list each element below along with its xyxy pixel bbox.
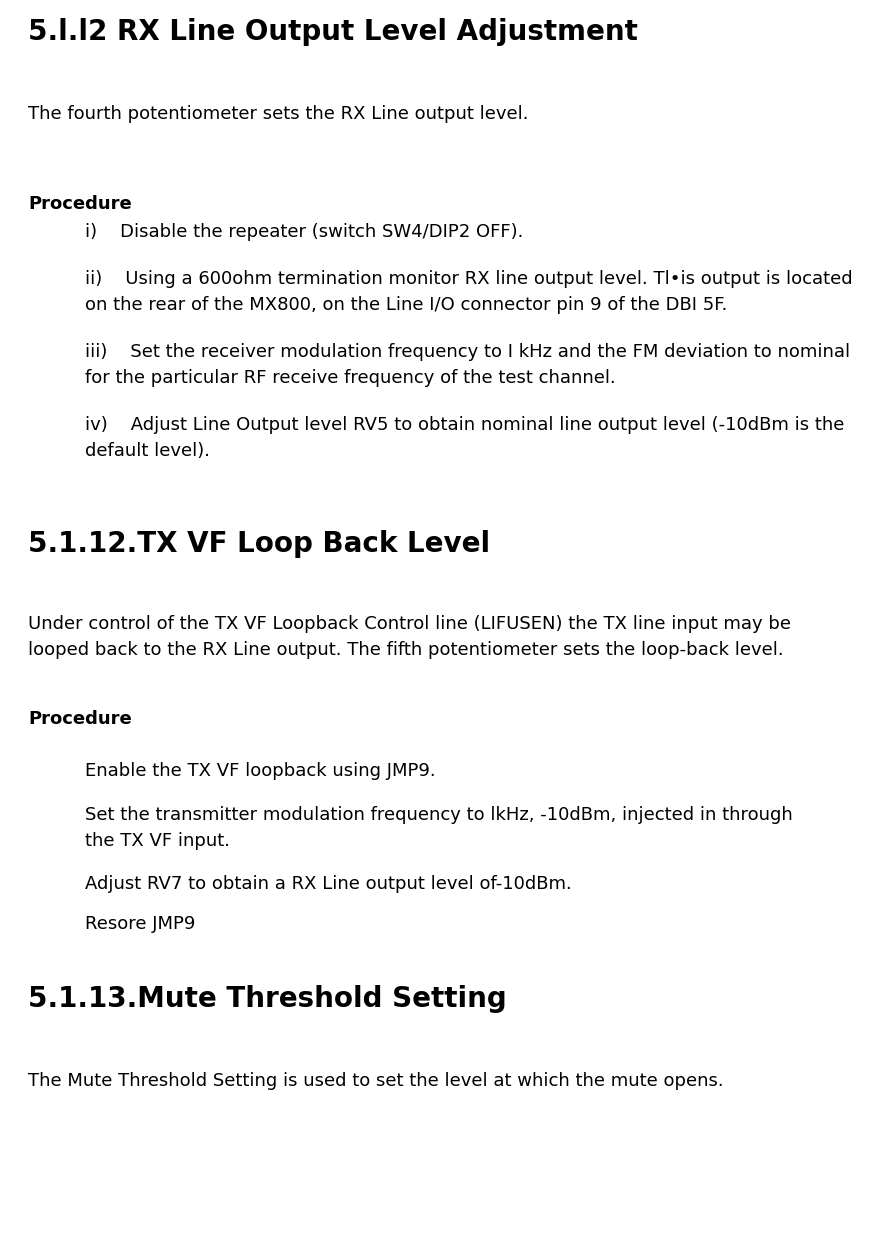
Text: Under control of the TX VF Loopback Control line (LIFUSEN) the TX line input may: Under control of the TX VF Loopback Cont… (28, 615, 791, 660)
Text: 5.1.12.TX VF Loop Back Level: 5.1.12.TX VF Loop Back Level (28, 530, 490, 558)
Text: The fourth potentiometer sets the RX Line output level.: The fourth potentiometer sets the RX Lin… (28, 105, 528, 123)
Text: Procedure: Procedure (28, 710, 131, 728)
Text: Enable the TX VF loopback using JMP9.: Enable the TX VF loopback using JMP9. (85, 762, 436, 781)
Text: Set the transmitter modulation frequency to lkHz, -10dBm, injected in through
th: Set the transmitter modulation frequency… (85, 806, 793, 850)
Text: Resore JMP9: Resore JMP9 (85, 915, 196, 933)
Text: i)    Disable the repeater (switch SW4/DIP2 OFF).: i) Disable the repeater (switch SW4/DIP2… (85, 223, 523, 242)
Text: The Mute Threshold Setting is used to set the level at which the mute opens.: The Mute Threshold Setting is used to se… (28, 1072, 723, 1091)
Text: ii)    Using a 600ohm termination monitor RX line output level. Tl•is output is : ii) Using a 600ohm termination monitor R… (85, 270, 853, 315)
Text: iv)    Adjust Line Output level RV5 to obtain nominal line output level (-10dBm : iv) Adjust Line Output level RV5 to obta… (85, 416, 844, 461)
Text: Adjust RV7 to obtain a RX Line output level of-10dBm.: Adjust RV7 to obtain a RX Line output le… (85, 875, 572, 893)
Text: Procedure: Procedure (28, 195, 131, 213)
Text: 5.1.13.Mute Threshold Setting: 5.1.13.Mute Threshold Setting (28, 985, 507, 1013)
Text: iii)    Set the receiver modulation frequency to I kHz and the FM deviation to n: iii) Set the receiver modulation frequen… (85, 344, 850, 387)
Text: 5.l.l2 RX Line Output Level Adjustment: 5.l.l2 RX Line Output Level Adjustment (28, 17, 638, 46)
